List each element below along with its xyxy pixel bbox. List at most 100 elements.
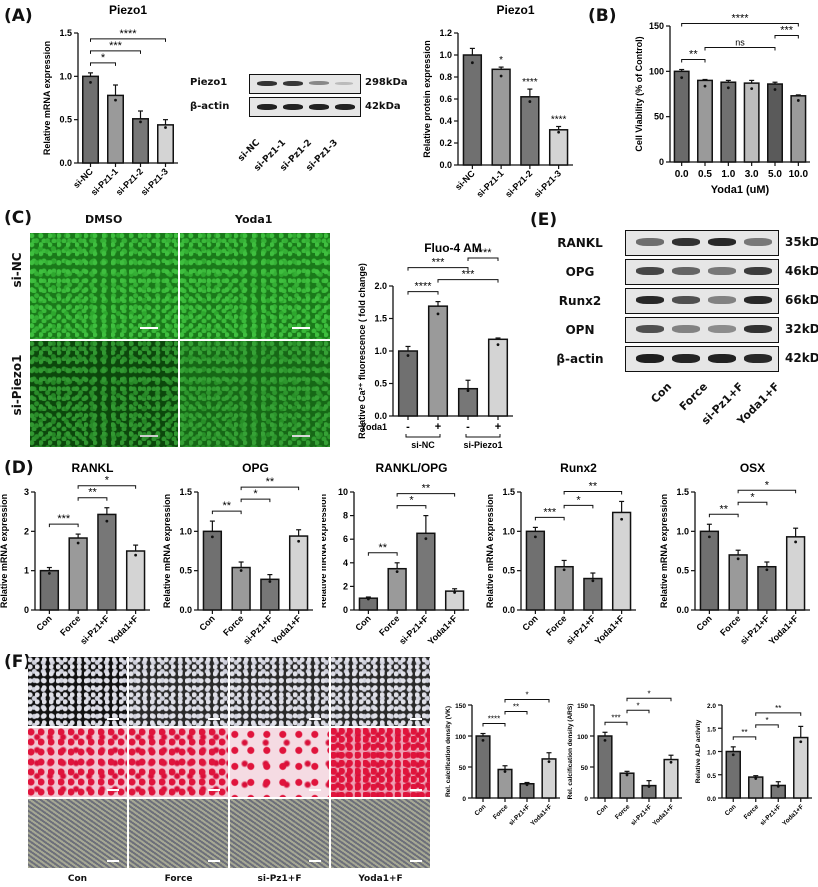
x-tick-label: si-Pz1-3 [532, 168, 563, 199]
x-tick-label: Force [492, 803, 510, 821]
y-tick-label: 0.0 [439, 160, 452, 170]
x-tick-label: 0.0 [675, 169, 689, 180]
x-tick-label: si-Pz1+F [630, 803, 654, 827]
x-tick-label: si-NC [453, 168, 477, 192]
bar [387, 567, 407, 611]
significance-label: * [253, 488, 258, 500]
y-tick-label: 1.0 [439, 50, 452, 60]
x-tick-label: Con [353, 613, 372, 632]
significance-label: ** [775, 704, 781, 713]
bar [720, 81, 737, 163]
x-tick-label: - [466, 421, 470, 433]
bar [725, 750, 741, 799]
y-tick-label: 2.0 [374, 281, 387, 291]
panel-label-d: (D) [4, 458, 34, 478]
y-axis-label: Relative mRNA expression [162, 494, 172, 608]
y-tick-label: 0.5 [179, 566, 192, 576]
x-tick-label: Force [221, 613, 245, 637]
bar [743, 82, 760, 163]
fluo-image-sinc-dmso [30, 233, 178, 339]
significance-label: ** [513, 703, 519, 712]
y-tick-label: 1.5 [502, 487, 515, 497]
y-tick-label: 0.6 [439, 94, 452, 104]
stain-image [28, 799, 127, 868]
x-tick-label: Force [58, 613, 82, 637]
image-grid-f: Con Force si-Pz1+F Yoda1+F [28, 657, 430, 884]
bar [107, 94, 124, 164]
bar [699, 530, 720, 611]
bar [491, 68, 511, 166]
blot-e-kda: 32kDa [785, 322, 818, 336]
chart-title: Fluo-4 AM [424, 241, 482, 255]
blot-e-row-label: OPN [565, 323, 595, 337]
x-tick-label: 3.0 [745, 169, 759, 180]
x-tick-label: 1.0 [721, 169, 735, 180]
y-tick-label: 100 [455, 734, 466, 741]
stain-image [331, 728, 430, 797]
chart-d-osx: OSX 0.0 0.5 1.0 1.5 Relative mRNA expression C… [660, 461, 810, 647]
chart-d-runx2: Runx2 0.0 0.5 1.0 1.5 Relative mRNA expressio… [485, 461, 636, 647]
significance-label: * [409, 495, 414, 507]
x-tick-label: Force [718, 613, 742, 637]
y-tick-label: 3 [24, 487, 29, 497]
y-tick-label: 0 [24, 605, 29, 615]
y-tick-label: 0.4 [439, 116, 452, 126]
significance-label: * [647, 690, 650, 698]
significance-label: *** [462, 269, 476, 281]
y-tick-label: 1.0 [59, 71, 72, 81]
y-tick-label: 150 [649, 21, 664, 31]
y-tick-label: 2 [343, 581, 348, 591]
y-tick-label: 1.2 [439, 28, 452, 38]
bar [619, 772, 635, 799]
blot-e-row-label: β-actin [556, 352, 604, 366]
stain-col-label: si-Pz1+F [257, 874, 302, 884]
panel-label-e: (E) [530, 210, 558, 230]
blot-a-row-label: Piezo1 [190, 77, 228, 88]
c-row-label: si-NC [10, 252, 24, 288]
group-label: si-Piezo1 [463, 440, 502, 450]
y-tick-label: 0.0 [502, 605, 515, 615]
bar [397, 350, 419, 417]
group-label: si-NC [411, 440, 435, 450]
x-tick-label: Yoda1+F [530, 803, 554, 827]
blot-a-kda: 298kDa [365, 77, 408, 88]
stain-col-label: Yoda1+F [358, 874, 403, 884]
significance-label: **** [474, 247, 492, 259]
y-tick-label: 0.5 [59, 115, 72, 125]
x-tick-label: 10.0 [789, 169, 809, 180]
y-tick-label: 100 [577, 734, 588, 741]
y-axis-label: Relative mRNA expression [485, 494, 495, 608]
x-tick-label: 5.0 [768, 169, 782, 180]
bar [663, 758, 679, 799]
x-tick-label: si-Pz1+F [397, 613, 430, 646]
y-tick-label: 0.8 [439, 72, 452, 82]
y-tick-label: 1.0 [707, 750, 716, 757]
y-axis-label: Rel. calcification density (VK) [445, 706, 452, 797]
y-tick-label: 1.0 [676, 526, 689, 536]
row-label: Yoda1 [361, 422, 387, 432]
significance-label: * [105, 475, 110, 487]
y-tick-label: 50 [654, 112, 664, 122]
y-tick-label: 2.0 [707, 703, 716, 710]
x-tick-label: si-Pz1+F [759, 803, 783, 827]
significance-label: **** [119, 28, 137, 40]
stain-image [230, 657, 329, 726]
significance-label: * [636, 701, 639, 710]
chart-title: Piezo1 [496, 3, 534, 17]
stain-image [129, 728, 228, 797]
y-tick-label: 50 [459, 765, 467, 772]
x-tick-label: Force [614, 803, 632, 821]
significance-label: *** [543, 506, 557, 518]
chart-c-fluo4: Fluo-4 AM 0.0 0.5 1.0 1.5 2.0 Relative Ca²⁺ fl… [357, 241, 513, 450]
bar [288, 535, 309, 611]
stain-col-label: Con [67, 874, 88, 884]
bar [673, 70, 690, 163]
x-tick-label: si-Pz1-2 [503, 168, 534, 199]
chart-title: RANKL/OPG [376, 461, 448, 475]
significance-label: *** [109, 40, 123, 52]
blot-e-row-label: OPG [565, 265, 595, 279]
significance-label: **** [522, 77, 538, 88]
bar [427, 305, 449, 417]
stain-image [28, 657, 127, 726]
